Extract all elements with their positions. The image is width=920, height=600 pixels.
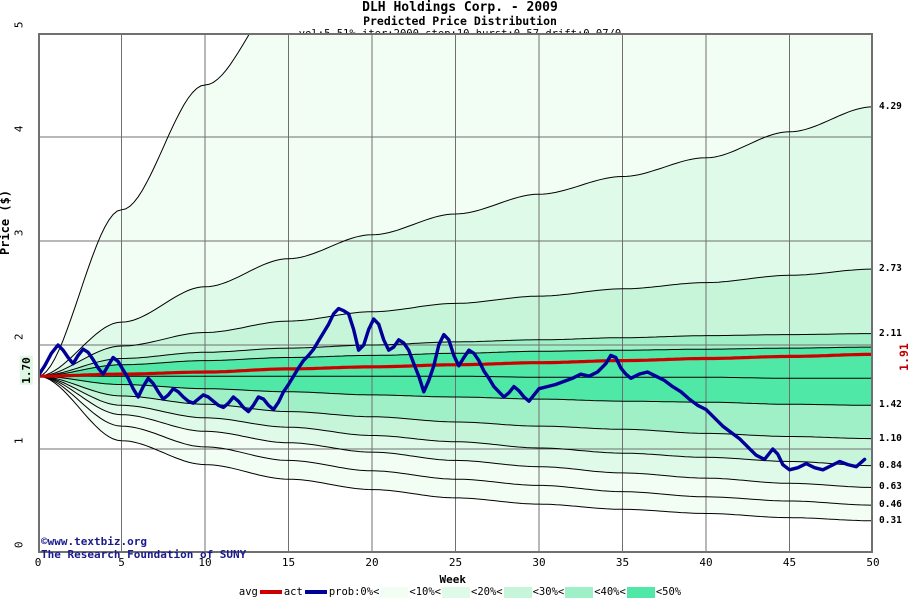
x-tick-label: 10 <box>198 556 212 569</box>
x-tick-label: 50 <box>866 556 880 569</box>
right-value-label: 1.42 <box>879 399 902 411</box>
end-average-label: 1.91 <box>896 343 911 372</box>
legend-band-swatch <box>626 586 655 598</box>
y-tick-label: 4 <box>12 125 26 133</box>
start-price-label: 1.70 <box>19 356 33 385</box>
legend-band-swatch <box>565 586 594 598</box>
right-value-label: 0.46 <box>879 499 902 511</box>
legend-band-swatch <box>380 586 409 598</box>
x-tick-label: 5 <box>118 556 125 569</box>
legend-band-label: <30%< <box>532 586 565 598</box>
watermark-org: The Research Foundation of SUNY <box>41 548 247 561</box>
x-tick-label: 40 <box>699 556 713 569</box>
right-value-label: 2.11 <box>879 327 902 339</box>
y-tick-label: 2 <box>12 333 26 341</box>
y-tick-label: 1 <box>12 437 26 445</box>
x-tick-label: 15 <box>281 556 296 569</box>
right-value-label: 0.31 <box>879 514 902 526</box>
right-value-label: 0.63 <box>879 481 902 493</box>
legend-band-label: <10%< <box>409 586 441 598</box>
plot-area <box>38 33 873 553</box>
legend-band-label: <40%< <box>594 586 626 598</box>
chart-canvas <box>38 33 873 553</box>
legend-band-label: <50% <box>655 586 682 598</box>
x-tick-label: 25 <box>448 556 463 569</box>
x-axis-title: Week <box>439 573 467 586</box>
y-axis-title: Price ($) <box>0 189 12 255</box>
right-value-label: 0.84 <box>879 459 902 471</box>
legend-band-swatch <box>442 586 470 598</box>
legend-bands: <10%< <20%< <30%< <40%< <50% <box>379 586 681 598</box>
legend-act-swatch <box>304 590 327 594</box>
legend-avg-label: avg <box>238 586 258 598</box>
x-tick-label: 45 <box>782 556 797 569</box>
y-tick-label: 5 <box>12 21 26 29</box>
legend-band-swatch <box>503 586 532 598</box>
x-tick-label: 30 <box>532 556 546 569</box>
x-tick-label: 20 <box>365 556 379 569</box>
legend-avg-swatch <box>259 590 282 594</box>
legend-act-label: act <box>283 586 303 598</box>
y-tick-label: 3 <box>12 229 26 237</box>
x-tick-label: 35 <box>615 556 630 569</box>
legend-prob-label: prob:0%< <box>328 586 380 598</box>
x-tick-label: 0 <box>34 556 42 569</box>
legend-band-label: <20%< <box>471 586 503 598</box>
chart-legend: avg act prob:0%< <10%< <20%< <30%< <40%< <50% <box>0 586 920 598</box>
watermark-url: ©www.textbiz.org <box>41 535 147 548</box>
right-value-label: 2.73 <box>879 263 902 275</box>
chart-title: DLH Holdings Corp. - 2009 <box>362 0 558 15</box>
chart-subtitle: Predicted Price Distribution <box>363 14 557 28</box>
right-value-label: 4.29 <box>879 100 902 112</box>
right-value-label: 1.10 <box>879 432 902 444</box>
